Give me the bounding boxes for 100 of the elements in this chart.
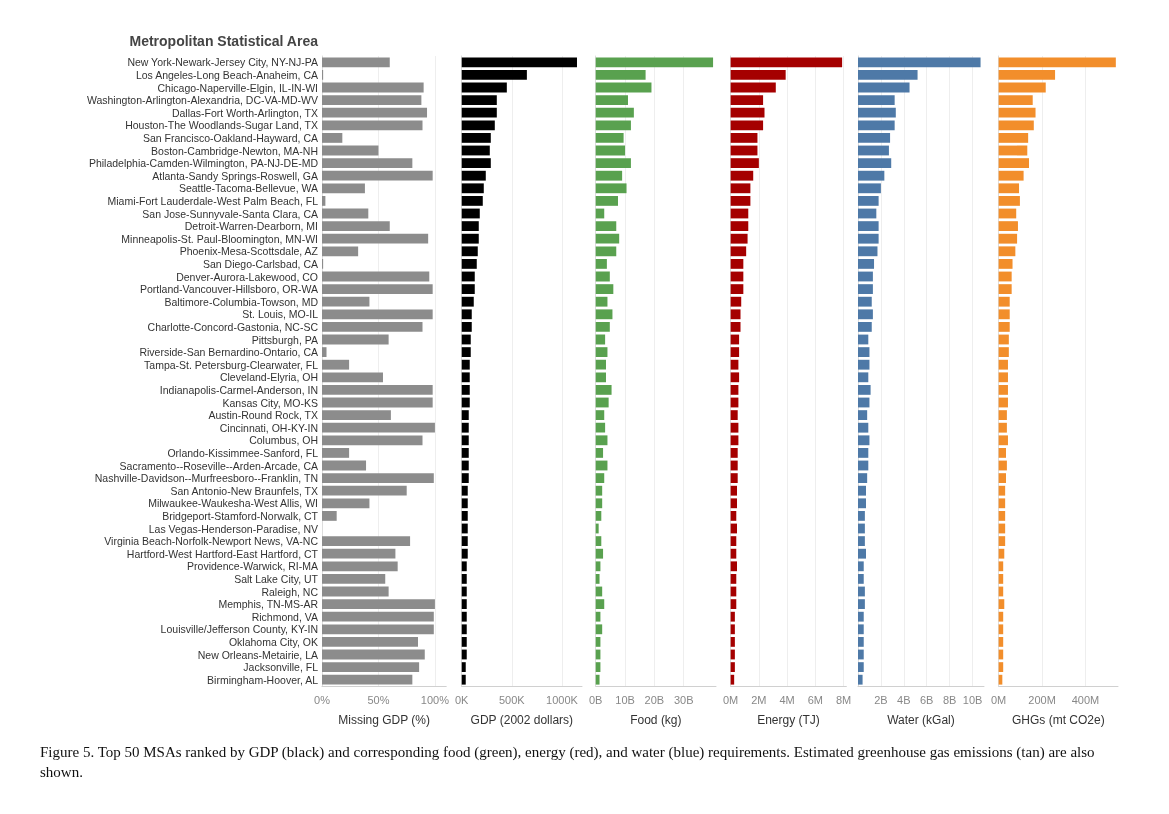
bar [461, 573, 467, 584]
x-tick-label: 20B [644, 693, 665, 706]
y-tick-label: Milwaukee-Waukesha-West Allis, WI [148, 497, 318, 510]
x-tick-label: 200M [1028, 693, 1056, 706]
bar [998, 347, 1009, 358]
y-tick-label: Nashville-Davidson--Murfreesboro--Franklin, TN [94, 472, 318, 485]
x-tick-label: 2B [874, 693, 888, 706]
bar [858, 208, 877, 219]
bar [595, 510, 602, 521]
bar [595, 573, 600, 584]
bar [858, 347, 870, 358]
bar [998, 132, 1029, 143]
bar [461, 662, 466, 673]
bar [461, 347, 471, 358]
bar [595, 107, 634, 118]
x-tick-label: 0M [991, 693, 1007, 706]
y-tick-label: Houston-The Woodlands-Sugar Land, TX [125, 119, 318, 132]
bar [461, 195, 483, 206]
x-tick-label: 10B [962, 693, 983, 706]
bar [998, 233, 1018, 244]
bar [998, 485, 1006, 496]
bar [858, 246, 878, 257]
bar [595, 498, 603, 509]
bar [322, 321, 423, 332]
bar [730, 485, 737, 496]
bar [595, 321, 610, 332]
bar [595, 233, 620, 244]
bar [858, 611, 864, 622]
bar [730, 611, 735, 622]
bar [461, 498, 468, 509]
y-tick-label: St. Louis, MO-IL [242, 308, 319, 321]
bar [595, 384, 612, 395]
bar [322, 384, 433, 395]
x-axis-title: Missing GDP (%) [338, 713, 431, 727]
y-tick-label: Minneapolis-St. Paul-Bloomington, MN-WI [121, 232, 318, 245]
bar [858, 586, 865, 597]
bar [858, 536, 865, 547]
bar [998, 57, 1116, 68]
x-tick-label: 1000K [546, 693, 579, 706]
bar [322, 145, 379, 156]
bar [322, 132, 343, 143]
bar [858, 69, 918, 80]
bar [461, 82, 507, 93]
bar [461, 309, 472, 320]
y-tick-label: San Antonio-New Braunfels, TX [170, 484, 318, 497]
bar [998, 221, 1018, 232]
bar [730, 183, 751, 194]
bar [322, 410, 391, 421]
y-tick-label: Charlotte-Concord-Gastonia, NC-SC [147, 320, 319, 333]
bar [461, 372, 470, 383]
bar [461, 145, 490, 156]
bar [461, 208, 480, 219]
x-tick-label: 30B [673, 693, 694, 706]
bar [730, 158, 759, 169]
bar [461, 510, 468, 521]
bar [730, 636, 735, 647]
bar [998, 372, 1008, 383]
bar [998, 309, 1010, 320]
bar [461, 271, 475, 282]
bar [461, 523, 468, 534]
bar [858, 561, 864, 572]
bar [730, 82, 776, 93]
bar [858, 359, 870, 370]
y-tick-label: Kansas City, MO-KS [222, 396, 318, 409]
bar [322, 460, 367, 471]
bar [322, 221, 390, 232]
bar [322, 611, 434, 622]
x-tick-label: 50% [367, 693, 390, 706]
bar [858, 548, 867, 559]
bar [998, 296, 1010, 307]
bar [858, 284, 873, 295]
bar [858, 599, 865, 610]
bar [461, 649, 467, 660]
x-axis-title: Water (kGal) [887, 713, 955, 727]
bar [322, 309, 433, 320]
y-tick-label: Baltimore-Columbia-Towson, MD [164, 295, 319, 308]
bar [730, 347, 740, 358]
bar [322, 422, 435, 433]
y-tick-label: Riverside-San Bernardino-Ontario, CA [139, 346, 318, 359]
bar [730, 624, 735, 635]
bar [595, 536, 602, 547]
y-tick-label: Indianapolis-Carmel-Anderson, IN [159, 383, 318, 396]
bar [595, 132, 624, 143]
bar [595, 397, 609, 408]
bar [461, 636, 467, 647]
bar [322, 246, 359, 257]
bar [730, 422, 739, 433]
bar [461, 246, 478, 257]
bar [998, 548, 1005, 559]
bar [322, 561, 398, 572]
bar [322, 359, 350, 370]
bar [461, 599, 467, 610]
y-tick-label: Denver-Aurora-Lakewood, CO [176, 270, 318, 283]
bar [595, 309, 613, 320]
bar [595, 221, 617, 232]
bar [595, 347, 608, 358]
y-tick-label: Dallas-Fort Worth-Arlington, TX [171, 106, 318, 119]
y-tick-label: Columbus, OH [249, 434, 318, 447]
y-tick-label: Orlando-Kissimmee-Sanford, FL [167, 446, 319, 459]
y-tick-label: Los Angeles-Long Beach-Anaheim, CA [135, 68, 318, 81]
